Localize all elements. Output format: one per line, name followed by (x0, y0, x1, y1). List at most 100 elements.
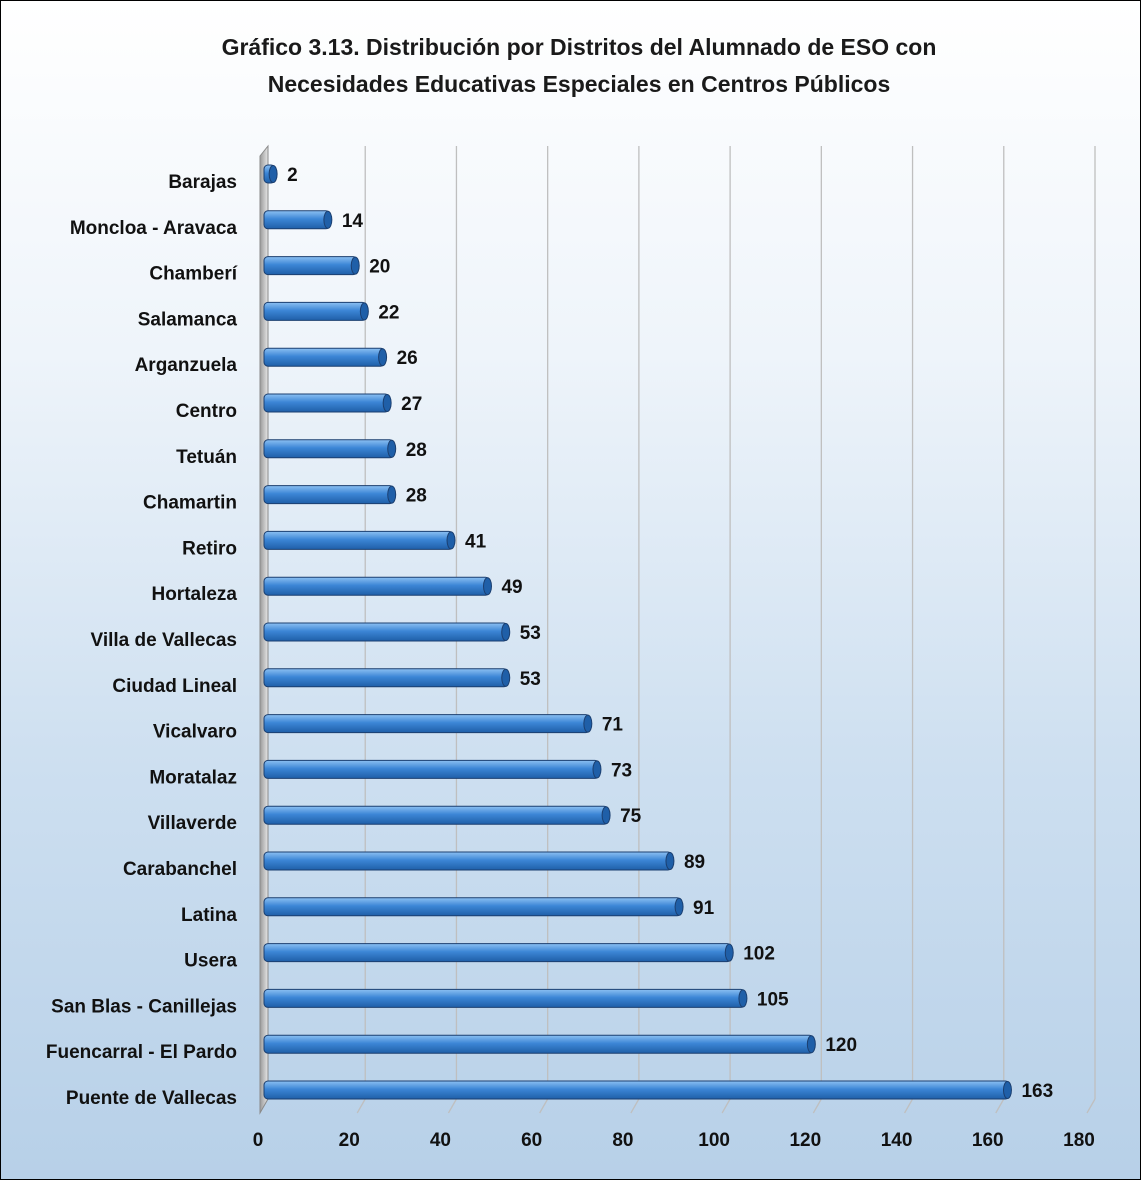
bar (263, 1080, 1010, 1100)
bar-cap (323, 210, 333, 229)
category-label: Centro (176, 401, 237, 422)
x-axis-ticks: 0 20 40 60 80 100 120 140 160 180 (253, 1130, 1095, 1151)
bar-cap (359, 302, 369, 321)
category-labels: Barajas Moncloa - Aravaca Chamberí Salamanc… (46, 172, 238, 1109)
category-label: Ciudad Lineal (112, 676, 237, 697)
category-label: Retiro (182, 538, 237, 559)
bar-cap (350, 256, 360, 275)
value-label: 73 (611, 760, 632, 781)
bar (263, 347, 386, 367)
category-label: Chamberí (149, 264, 237, 285)
category-label: Usera (184, 951, 237, 972)
value-label: 53 (520, 669, 541, 690)
bar (263, 622, 509, 642)
value-labels: 2 14 20 22 26 27 28 28 41 49 53 53 71 73 75 89 91 102 105 1… (287, 165, 1053, 1102)
x-tick-label: 180 (1063, 1130, 1095, 1151)
value-label: 53 (520, 623, 541, 644)
bar (263, 485, 395, 505)
gridline-floor (447, 1098, 458, 1114)
category-label: Moncloa - Aravaca (70, 218, 238, 239)
bar (263, 943, 732, 963)
grid (356, 146, 1096, 1114)
bar-cap (601, 806, 611, 825)
value-label: 27 (401, 394, 422, 415)
category-label: Villaverde (148, 813, 237, 834)
gridline-floor (903, 1098, 914, 1114)
category-label: Vicalvaro (153, 722, 237, 743)
category-label: San Blas - Canillejas (51, 996, 237, 1017)
chart-title: Gráfico 3.13. Distribución por Distritos… (222, 34, 937, 97)
bar-cap (446, 531, 456, 550)
bar-cap (382, 394, 392, 412)
x-tick-label: 60 (521, 1130, 542, 1151)
value-label: 22 (378, 302, 399, 323)
x-tick-label: 160 (972, 1130, 1004, 1151)
value-label: 105 (757, 989, 789, 1010)
value-label: 91 (693, 898, 715, 919)
value-label: 120 (825, 1035, 857, 1056)
category-label: Barajas (168, 172, 237, 193)
value-label: 75 (620, 806, 642, 827)
x-tick-label: 20 (339, 1130, 360, 1151)
bar (263, 439, 395, 459)
bar (263, 576, 490, 596)
bar (263, 851, 673, 871)
bar-cap (665, 852, 675, 870)
bar-cap (378, 348, 388, 367)
value-label: 2 (287, 165, 298, 186)
value-label: 49 (501, 577, 522, 598)
value-label: 26 (397, 348, 418, 369)
category-label: Salamanca (138, 309, 238, 330)
bar (263, 393, 390, 413)
bar (263, 668, 509, 688)
chart-title-line: Necesidades Educativas Especiales en Cen… (268, 71, 891, 97)
bar (263, 759, 600, 779)
gridline-floor (630, 1098, 640, 1114)
gridline-floor (539, 1098, 549, 1114)
value-label: 89 (684, 852, 705, 873)
bar-cap (674, 897, 684, 916)
bar (263, 256, 358, 276)
category-label: Arganzuela (135, 355, 238, 376)
bar-cap (583, 714, 593, 733)
bar-cap (387, 439, 397, 458)
bar-cap (501, 668, 511, 687)
value-label: 41 (465, 531, 487, 552)
x-tick-label: 100 (698, 1130, 730, 1151)
value-label: 163 (1021, 1081, 1053, 1102)
x-tick-label: 120 (789, 1130, 821, 1151)
value-label: 28 (406, 440, 427, 461)
x-tick-label: 40 (430, 1130, 451, 1151)
bar (263, 530, 454, 550)
x-tick-label: 0 (253, 1130, 264, 1151)
gridline-floor (1086, 1098, 1096, 1114)
category-label: Puente de Vallecas (66, 1088, 237, 1109)
category-label: Moratalaz (149, 767, 237, 788)
bar-cap (482, 577, 492, 596)
bar-cap (501, 623, 511, 641)
x-tick-label: 80 (612, 1130, 633, 1151)
x-tick-label: 140 (881, 1130, 913, 1151)
bars (263, 164, 1012, 1100)
bar (263, 1034, 814, 1054)
category-label: Chamartin (143, 493, 237, 514)
bar-cap (592, 760, 602, 779)
bar-cap (268, 165, 278, 183)
category-label: Carabanchel (123, 859, 237, 880)
value-label: 28 (406, 486, 427, 507)
bar (263, 988, 746, 1008)
bar-cap (1002, 1081, 1012, 1099)
category-label: Fuencarral - El Pardo (46, 1042, 237, 1063)
category-label: Villa de Vallecas (91, 630, 237, 651)
bar-cap (387, 485, 397, 504)
gridline-floor (721, 1098, 731, 1114)
bar (263, 301, 367, 321)
value-label: 102 (743, 944, 775, 965)
value-label: 71 (602, 715, 624, 736)
category-label: Tetuán (176, 447, 237, 468)
gridline-floor (356, 1098, 366, 1114)
gridline-floor (812, 1098, 822, 1114)
bar-cap (806, 1035, 816, 1054)
